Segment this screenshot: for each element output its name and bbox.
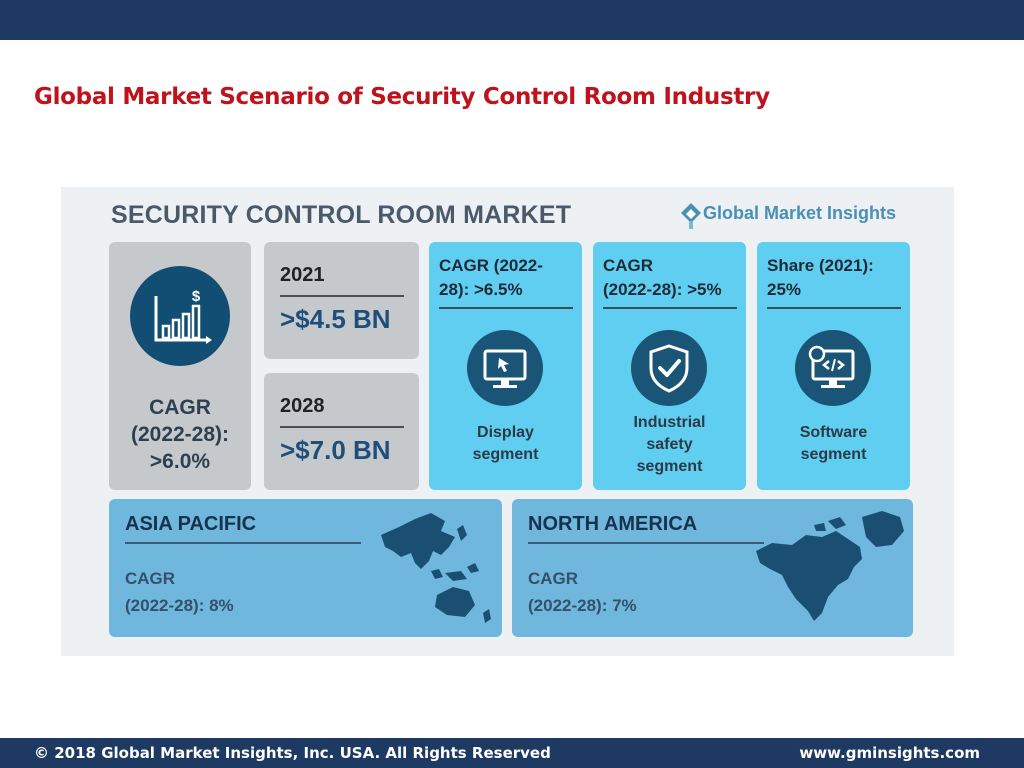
market-2028-card: 2028 >$7.0 BN — [264, 373, 419, 490]
cagr-overall-text: CAGR (2022-28): >6.0% — [109, 394, 251, 475]
region-name: NORTH AMERICA — [528, 513, 698, 535]
cagr-overall-card: $ CAGR (2022-28): >6.0% — [109, 242, 251, 490]
north-america-card: NORTH AMERICA CAGR (2022-28): 7% — [512, 499, 913, 637]
region-name: ASIA PACIFIC — [125, 513, 257, 535]
segment-head-line1: CAGR (2022- — [439, 256, 543, 275]
divider — [767, 307, 901, 309]
market-2028-year: 2028 — [280, 395, 325, 417]
segment-label-line2: segment — [800, 446, 867, 463]
segment-head-line1: Share (2021): — [767, 256, 874, 275]
segment-label-line1: Industrial — [633, 414, 706, 431]
asia-pacific-card: ASIA PACIFIC CAGR (2022-28): 8% — [109, 499, 502, 637]
software-segment-card: Share (2021): 25% Software segment — [757, 242, 910, 490]
segment-label-line3: segment — [636, 458, 703, 475]
segment-label-line2: segment — [472, 446, 539, 463]
segment-head: CAGR (2022- 28): >6.5% — [439, 254, 579, 302]
segment-label: Industrial safety segment — [593, 412, 746, 478]
divider — [280, 295, 404, 297]
region-cagr-line2: (2022-28): 7% — [528, 596, 637, 615]
divider — [439, 307, 573, 309]
market-2021-value: >$4.5 BN — [280, 304, 391, 334]
region-cagr: CAGR (2022-28): 8% — [125, 565, 234, 619]
segment-head-line2: 28): >6.5% — [439, 280, 523, 299]
segment-label-line1: Display — [477, 424, 534, 441]
segment-head: CAGR (2022-28): >5% — [603, 254, 743, 302]
slide-title: Global Market Scenario of Security Contr… — [34, 84, 770, 110]
monitor-icon — [467, 330, 543, 406]
top-banner — [0, 0, 1024, 40]
asia-pacific-map-icon — [381, 513, 491, 623]
segment-head-line1: CAGR — [603, 256, 654, 275]
region-cagr: CAGR (2022-28): 7% — [528, 565, 637, 619]
cagr-overall-line1: CAGR — [149, 396, 211, 419]
segment-head-line2: (2022-28): >5% — [603, 280, 722, 299]
market-2028-value: >$7.0 BN — [280, 435, 391, 465]
segment-label-line1: Software — [799, 424, 868, 441]
brand-logo-icon — [681, 203, 701, 229]
segment-head: Share (2021): 25% — [767, 254, 907, 302]
cagr-overall-value: >6.0% — [149, 450, 211, 473]
region-cagr-line1: CAGR — [125, 569, 176, 588]
footer-copyright: © 2018 Global Market Insights, Inc. USA.… — [34, 744, 551, 762]
divider — [528, 542, 764, 544]
divider — [603, 307, 737, 309]
cagr-overall-line2: (2022-28): — [130, 423, 230, 446]
industrial-safety-segment-card: CAGR (2022-28): >5% Industrial safety se… — [593, 242, 746, 490]
display-segment-card: CAGR (2022- 28): >6.5% Display segment — [429, 242, 582, 490]
brand-name: Global Market Insights — [703, 203, 897, 223]
svg-text:$: $ — [192, 288, 201, 305]
market-2021-year: 2021 — [280, 264, 325, 286]
software-monitor-icon — [795, 330, 871, 406]
segment-head-line2: 25% — [767, 280, 802, 299]
footer-url[interactable]: www.gminsights.com — [799, 744, 980, 762]
brand-logo: Global Market Insights — [681, 201, 941, 231]
shield-check-icon — [631, 330, 707, 406]
region-cagr-line1: CAGR — [528, 569, 579, 588]
segment-label: Display segment — [429, 422, 582, 466]
north-america-map-icon — [756, 511, 904, 621]
footer: © 2018 Global Market Insights, Inc. USA.… — [0, 738, 1024, 768]
divider — [125, 542, 361, 544]
segment-label: Software segment — [757, 422, 910, 466]
divider — [280, 426, 404, 428]
region-cagr-line2: (2022-28): 8% — [125, 596, 234, 615]
infographic-title: SECURITY CONTROL ROOM MARKET — [111, 201, 572, 229]
infographic: SECURITY CONTROL ROOM MARKET Global Mark… — [61, 187, 954, 656]
market-2021-card: 2021 >$4.5 BN — [264, 242, 419, 359]
bar-chart-dollar-icon: $ — [130, 266, 230, 366]
segment-label-line2: safety — [646, 436, 693, 453]
